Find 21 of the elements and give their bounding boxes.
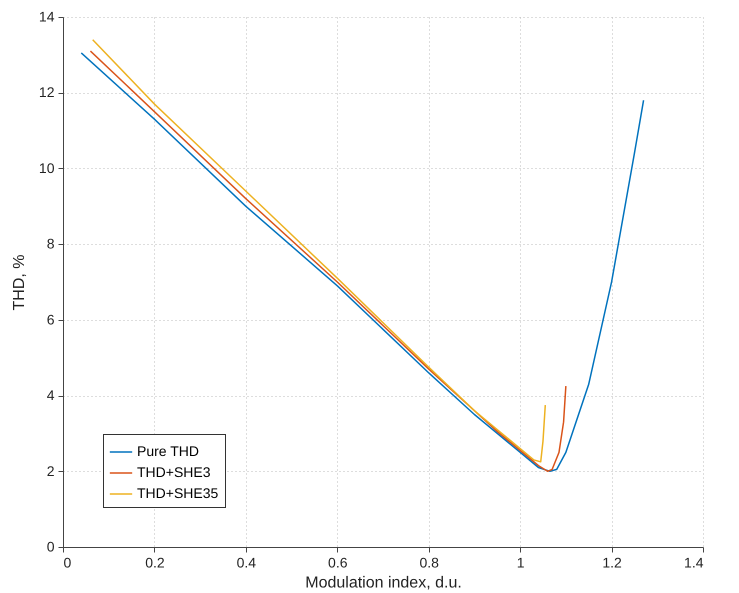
x-tick-label: 0.4 <box>236 554 256 570</box>
x-tick-label: 1.2 <box>602 554 622 570</box>
legend-label: THD+SHE35 <box>137 485 219 501</box>
y-tick-label: 2 <box>46 462 55 479</box>
y-tick-label: 12 <box>38 84 55 100</box>
y-tick-label: 10 <box>38 160 55 176</box>
y-tick-label: 0 <box>46 538 55 554</box>
x-tick-label: 0.6 <box>328 554 348 570</box>
x-tick-label: 1 <box>516 554 525 570</box>
y-tick-label: 8 <box>46 236 55 252</box>
x-tick-label: 0 <box>64 554 72 570</box>
x-axis-title: Modulation index, d.u. <box>305 574 462 592</box>
y-axis-title: THD, % <box>10 254 28 310</box>
y-tick-label: 4 <box>46 387 55 404</box>
legend-label: Pure THD <box>137 443 199 459</box>
x-tick-label: 1.4 <box>684 554 704 570</box>
x-tick-label: 0.2 <box>145 554 165 570</box>
x-tick-label: 0.8 <box>419 554 440 570</box>
legend-label: THD+SHE3 <box>137 464 211 480</box>
y-tick-label: 14 <box>38 8 55 24</box>
y-tick-label: 6 <box>46 311 55 328</box>
